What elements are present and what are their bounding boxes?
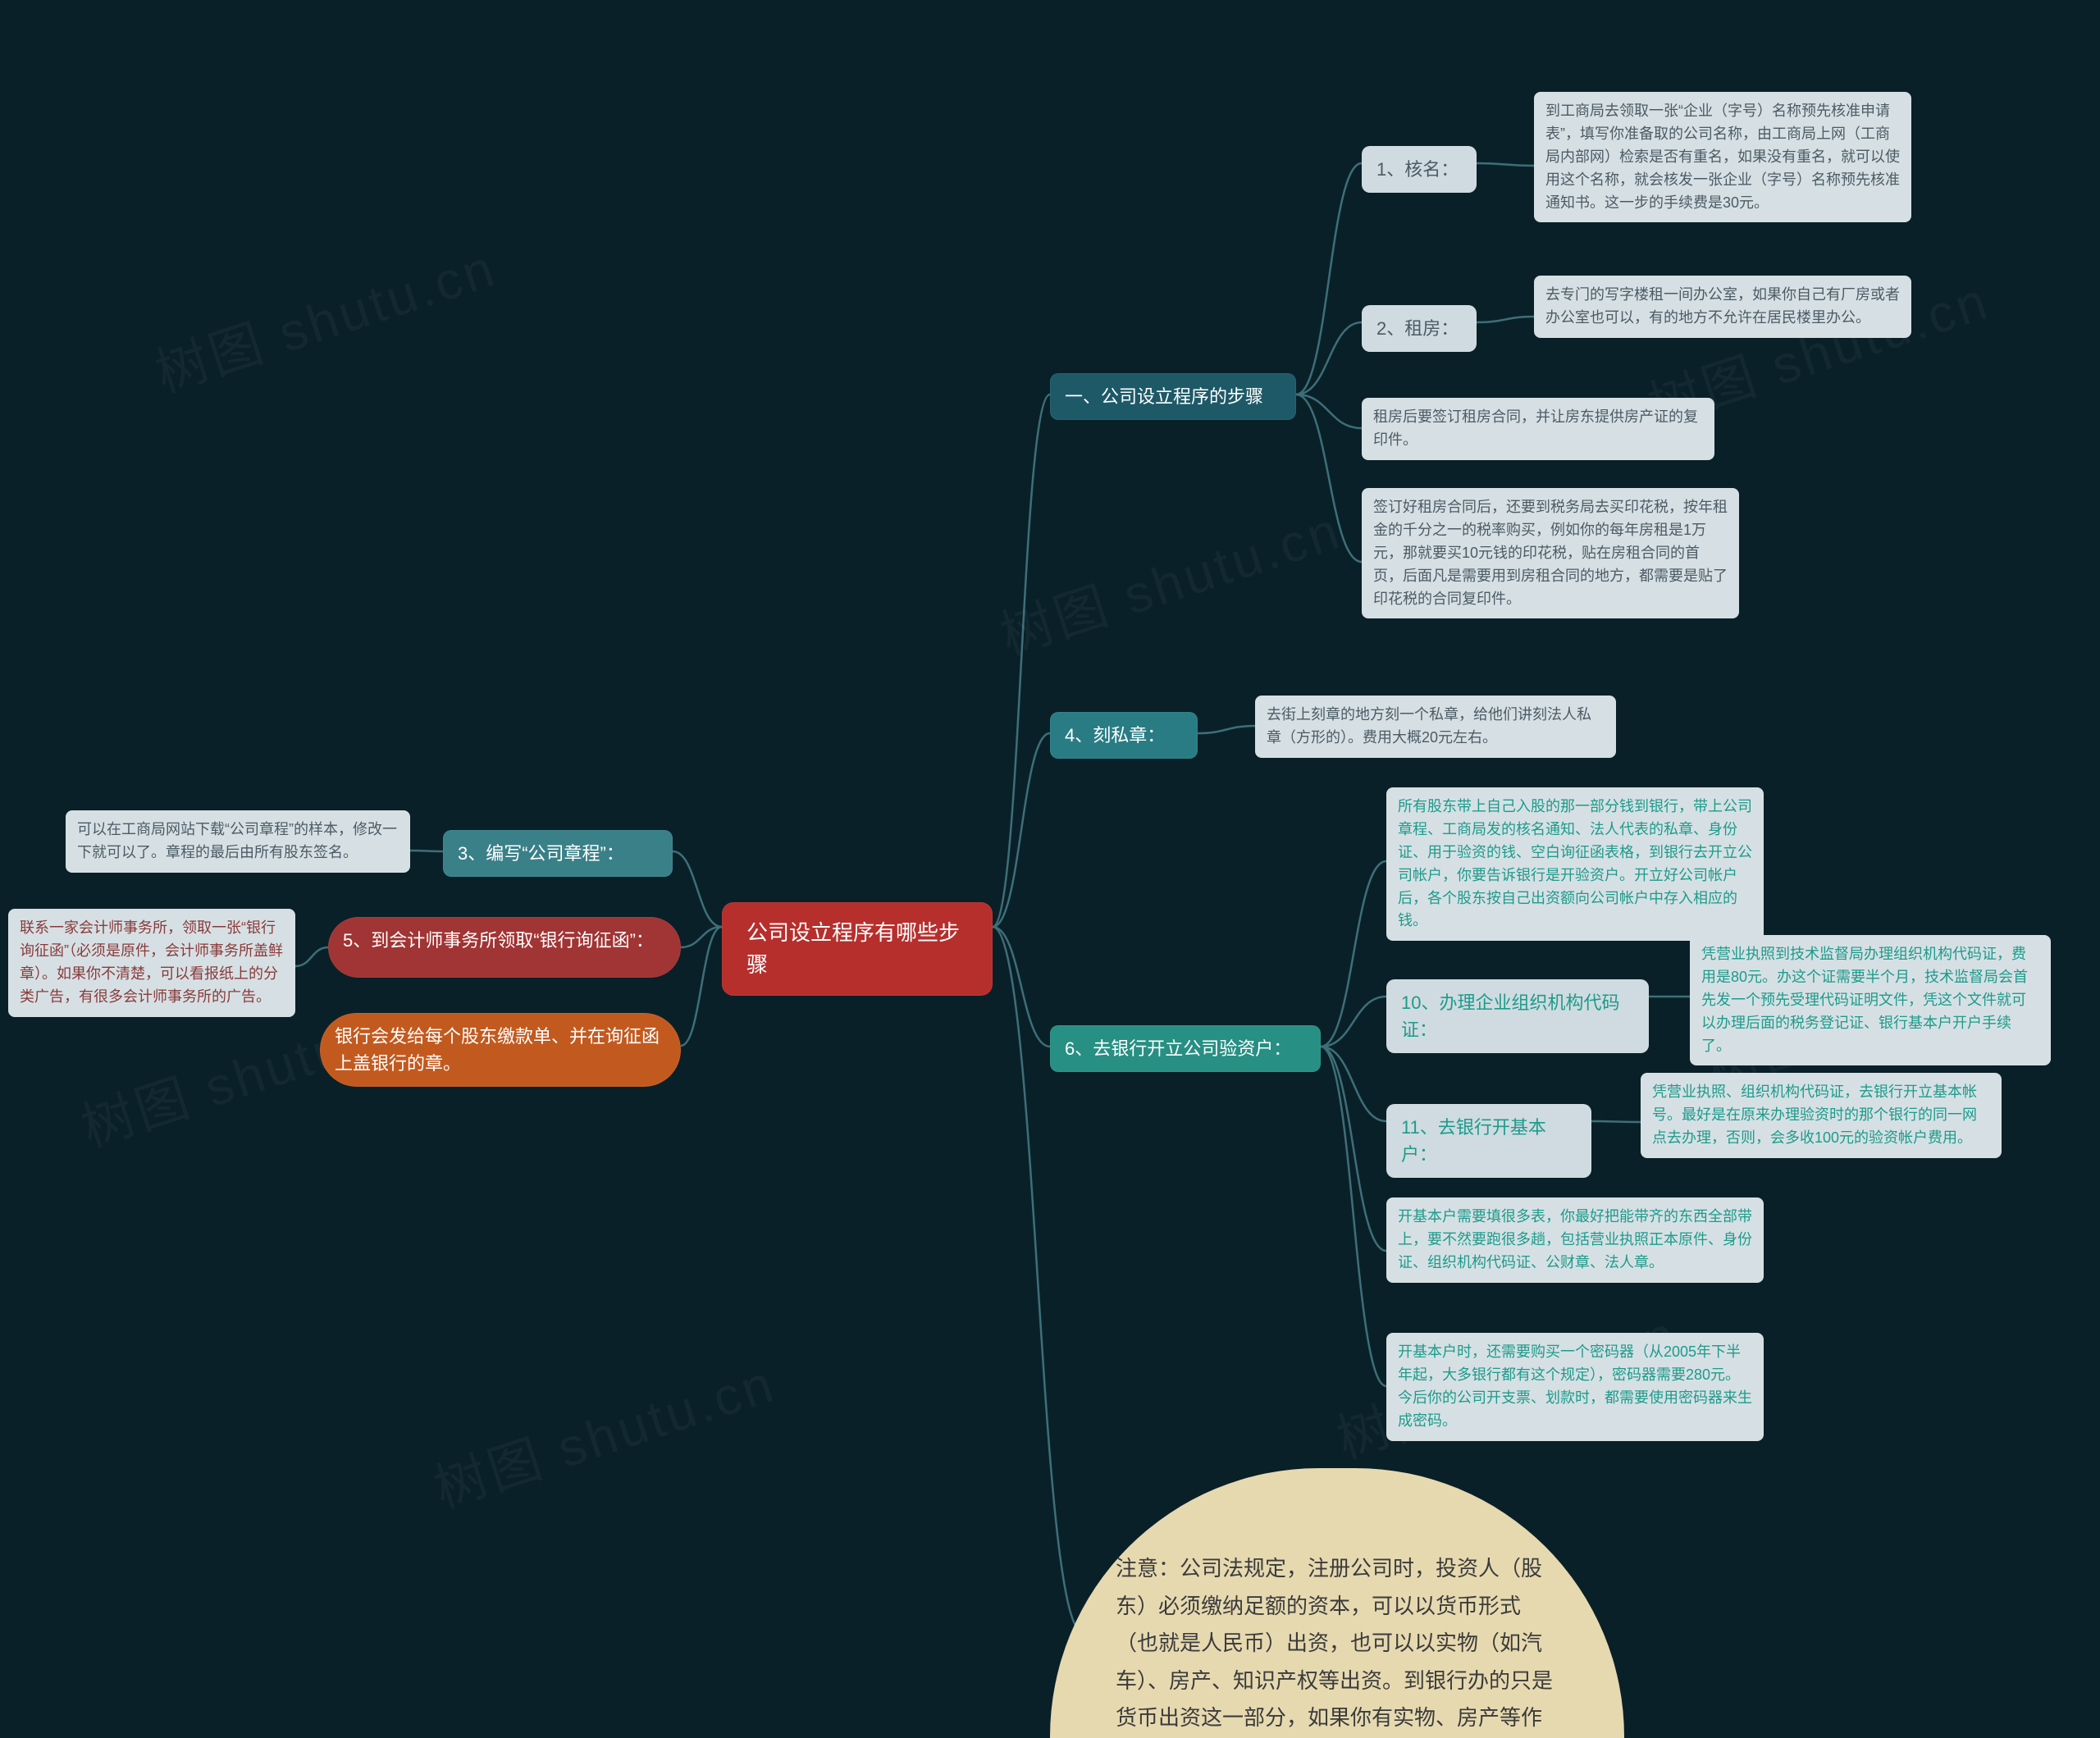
note-bubble: 注意：公司法规定，注册公司时，投资人（股东）必须缴纳足额的资本，可以以货币形式（…: [1050, 1468, 1624, 1738]
watermark: 树图 shutu.cn: [989, 489, 1349, 670]
branch-1-leaf: 去专门的写字楼租一间办公室，如果你自己有厂房或者办公室也可以，有的地方不允许在居…: [1534, 276, 1911, 338]
branch-6-leaf: 凭营业执照、组织机构代码证，去银行开立基本帐号。最好是在原来办理验资时的那个银行…: [1641, 1073, 2002, 1158]
branch-1-leaf: 到工商局去领取一张“企业（字号）名称预先核准申请表”，填写你准备取的公司名称，由…: [1534, 92, 1911, 222]
branch-3-leaf: 可以在工商局网站下载“公司章程”的样本，修改一下就可以了。章程的最后由所有股东签…: [66, 810, 410, 873]
branch-1: 一、公司设立程序的步骤: [1050, 373, 1296, 420]
branch-4: 4、刻私章：: [1050, 712, 1198, 759]
branch-1-sub: 1、核名：: [1362, 146, 1477, 193]
watermark: 树图 shutu.cn: [144, 226, 504, 408]
watermark: 树图 shutu.cn: [423, 1342, 783, 1523]
root-node: 公司设立程序有哪些步骤: [722, 902, 993, 996]
branch-5-leaf: 联系一家会计师事务所，领取一张“银行询征函”（必须是原件，会计师事务所盖鲜章）。…: [8, 909, 295, 1017]
branch-6-leaf: 开基本户需要填很多表，你最好把能带齐的东西全部带上，要不然要跑很多趟，包括营业执…: [1386, 1197, 1764, 1283]
branch-6-sub: 11、去银行开基本户：: [1386, 1104, 1591, 1178]
branch-6-leaf: 所有股东带上自己入股的那一部分钱到银行，带上公司章程、工商局发的核名通知、法人代…: [1386, 787, 1764, 941]
branch-1-leaf: 签订好租房合同后，还要到税务局去买印花税，按年租金的千分之一的税率购买，例如你的…: [1362, 488, 1739, 618]
branch-1-leaf: 租房后要签订租房合同，并让房东提供房产证的复印件。: [1362, 398, 1714, 460]
branch-3: 3、编写“公司章程”：: [443, 830, 673, 877]
branch-4-leaf: 去街上刻章的地方刻一个私章，给他们讲刻法人私章（方形的）。费用大概20元左右。: [1255, 696, 1616, 758]
branch-7: 银行会发给每个股东缴款单、并在询征函上盖银行的章。: [320, 1013, 681, 1087]
branch-6-leaf: 开基本户时，还需要购买一个密码器（从2005年下半年起，大多银行都有这个规定），…: [1386, 1333, 1764, 1441]
branch-6-leaf: 凭营业执照到技术监督局办理组织机构代码证，费用是80元。办这个证需要半个月，技术…: [1690, 935, 2051, 1065]
branch-1-sub: 2、租房：: [1362, 305, 1477, 352]
branch-6: 6、去银行开立公司验资户：: [1050, 1025, 1321, 1072]
branch-6-sub: 10、办理企业组织机构代码证：: [1386, 979, 1649, 1053]
branch-5: 5、到会计师事务所领取“银行询征函”：: [328, 917, 681, 978]
